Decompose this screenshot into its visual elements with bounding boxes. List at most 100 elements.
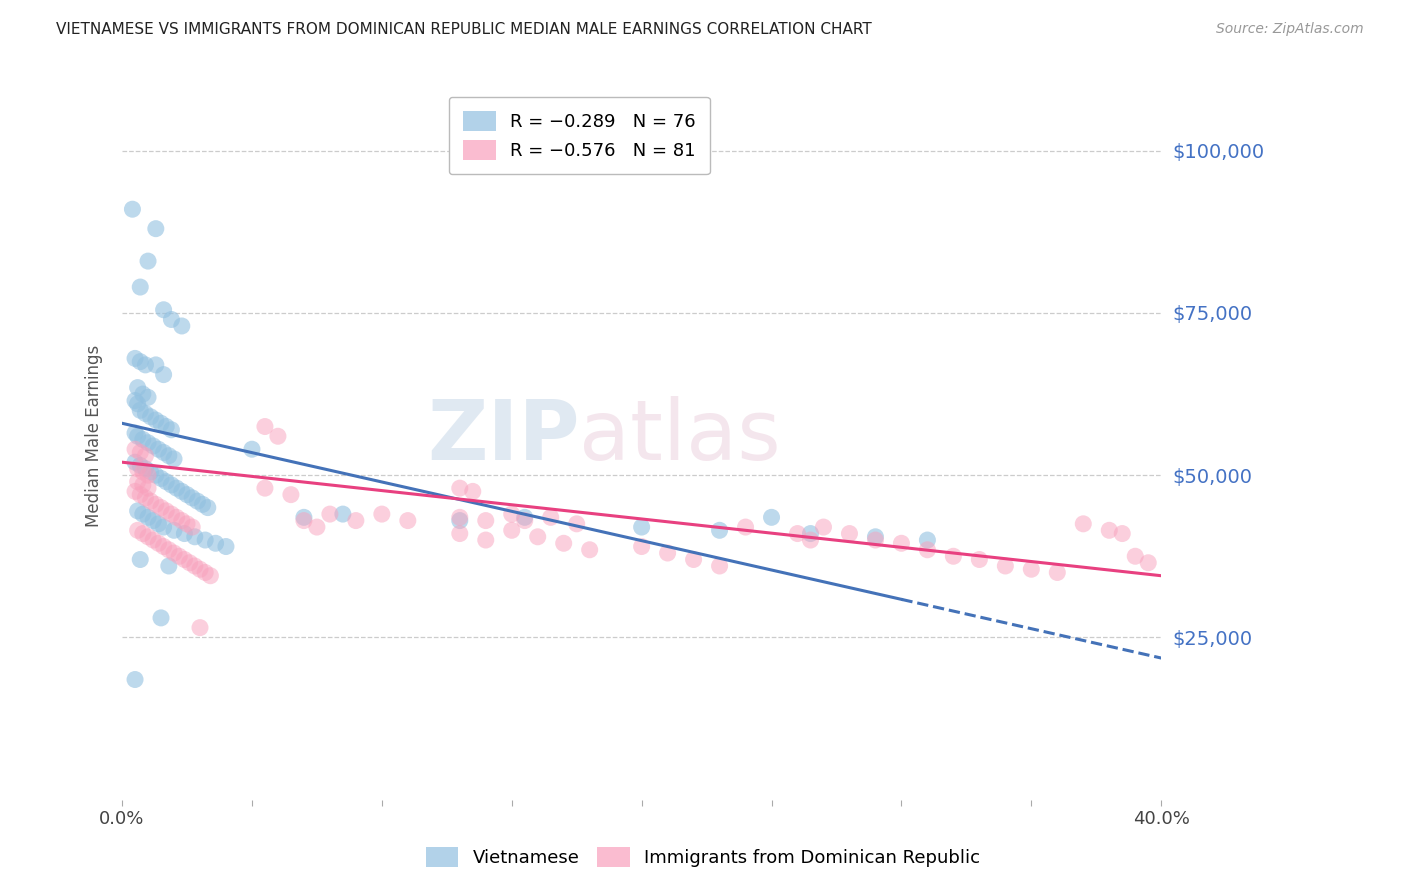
Point (200, 568, 222, 582)
Point (186, 494, 208, 508)
Point (890, 536, 912, 550)
Text: VIETNAMESE VS IMMIGRANTS FROM DOMINICAN REPUBLIC MEDIAN MALE EARNINGS CORRELATIO: VIETNAMESE VS IMMIGRANTS FROM DOMINICAN … (56, 22, 872, 37)
Point (501, 524, 523, 538)
Point (142, 439, 165, 453)
Point (163, 524, 186, 538)
Point (136, 390, 159, 404)
Point (630, 520, 652, 534)
Point (184, 559, 207, 574)
Point (280, 488, 302, 502)
Point (136, 510, 159, 524)
Point (167, 549, 190, 564)
Point (305, 520, 328, 534)
Point (129, 458, 152, 473)
Point (170, 318, 193, 333)
Point (152, 445, 174, 459)
Point (129, 280, 152, 294)
Point (1137, 556, 1160, 570)
Point (127, 381, 149, 395)
Point (145, 468, 167, 483)
Point (136, 481, 159, 495)
Point (134, 449, 156, 463)
Point (799, 533, 821, 547)
Point (163, 452, 186, 467)
Point (132, 433, 155, 447)
Point (709, 559, 731, 574)
Point (134, 407, 156, 421)
Point (132, 526, 155, 541)
Point (152, 540, 174, 554)
Point (136, 254, 159, 268)
Point (173, 552, 195, 566)
Point (553, 536, 575, 550)
Point (449, 514, 471, 528)
Point (501, 507, 523, 521)
Point (994, 559, 1017, 574)
Point (134, 358, 156, 372)
Point (657, 546, 679, 560)
Point (155, 475, 177, 489)
Point (124, 425, 146, 440)
Point (865, 530, 887, 544)
Point (181, 491, 204, 505)
Point (240, 442, 263, 457)
Text: Source: ZipAtlas.com: Source: ZipAtlas.com (1216, 22, 1364, 37)
Point (734, 520, 756, 534)
Point (204, 536, 226, 550)
Point (194, 566, 217, 580)
Point (152, 368, 174, 382)
Point (253, 419, 276, 434)
Y-axis label: Median Male Earnings: Median Male Earnings (86, 345, 103, 527)
Point (145, 497, 167, 511)
Point (449, 510, 471, 524)
Point (121, 202, 143, 217)
Point (134, 461, 156, 475)
Point (139, 494, 162, 508)
Point (124, 393, 146, 408)
Point (142, 533, 165, 547)
Point (197, 500, 219, 515)
Point (124, 351, 146, 366)
Point (127, 397, 149, 411)
Point (145, 413, 167, 427)
Point (513, 514, 536, 528)
Point (191, 497, 214, 511)
Point (160, 478, 183, 492)
Point (319, 507, 342, 521)
Point (1046, 566, 1069, 580)
Point (129, 445, 152, 459)
Point (150, 500, 173, 515)
Point (127, 524, 149, 538)
Point (127, 429, 149, 443)
Legend: Vietnamese, Immigrants from Dominican Republic: Vietnamese, Immigrants from Dominican Re… (416, 838, 990, 876)
Point (129, 403, 152, 417)
Point (709, 524, 731, 538)
Point (132, 507, 155, 521)
Point (540, 510, 562, 524)
Point (799, 526, 821, 541)
Point (139, 409, 162, 424)
Point (136, 530, 159, 544)
Point (682, 552, 704, 566)
Point (129, 552, 152, 566)
Point (942, 549, 965, 564)
Point (127, 461, 149, 475)
Point (184, 530, 207, 544)
Point (157, 449, 180, 463)
Point (134, 491, 156, 505)
Point (292, 514, 315, 528)
Point (148, 516, 170, 531)
Point (127, 475, 149, 489)
Point (761, 510, 783, 524)
Point (176, 516, 198, 531)
Point (526, 530, 548, 544)
Point (474, 514, 496, 528)
Point (1111, 526, 1133, 541)
Point (152, 302, 174, 317)
Point (155, 419, 177, 434)
Point (215, 540, 238, 554)
Point (129, 488, 152, 502)
Point (449, 481, 471, 495)
Point (145, 221, 167, 235)
Point (157, 559, 180, 574)
